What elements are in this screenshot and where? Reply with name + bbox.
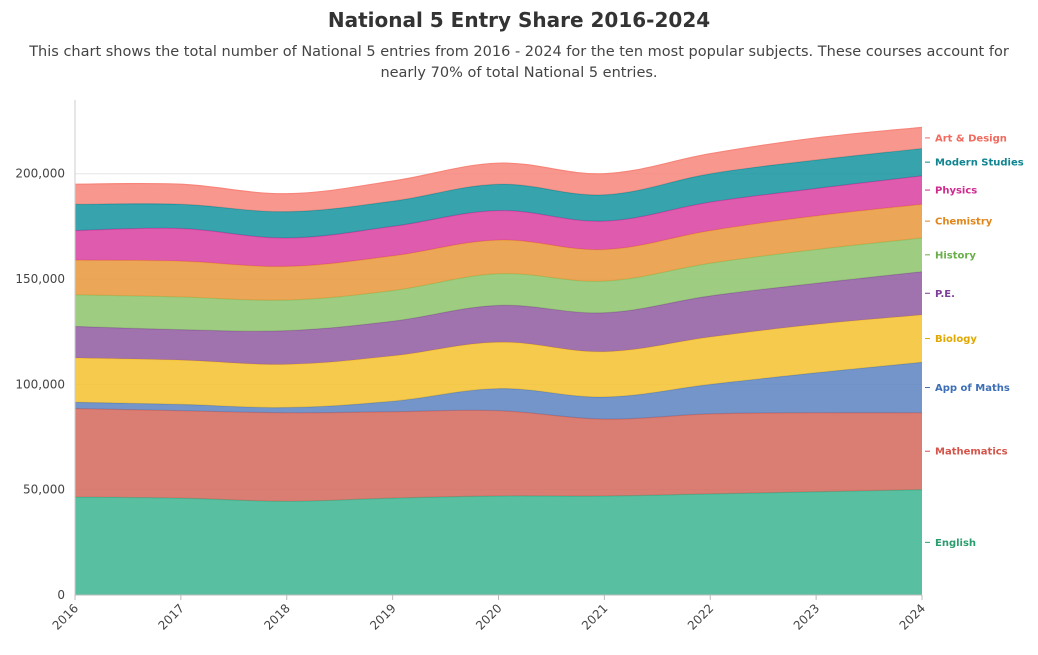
series-label-modern-studies: Modern Studies xyxy=(935,158,1024,169)
chart-subtitle: This chart shows the total number of Nat… xyxy=(29,44,1009,81)
series-label-p-e: P.E. xyxy=(935,289,955,300)
y-tick-label: 150,000 xyxy=(15,272,65,286)
area-chemistry xyxy=(75,204,922,301)
area-mathematics xyxy=(75,408,922,502)
area-series xyxy=(74,126,923,595)
series-label-physics: Physics xyxy=(935,186,977,197)
series-label-app-of-maths: App of Maths xyxy=(935,383,1010,394)
area-p-e xyxy=(75,271,922,365)
y-tick-label: 200,000 xyxy=(15,167,65,181)
area-modern-studies xyxy=(75,148,922,238)
series-label-mathematics: Mathematics xyxy=(935,447,1008,458)
y-tick-label: 0 xyxy=(57,588,65,602)
area-english xyxy=(75,489,922,595)
chart-title: National 5 Entry Share 2016-2024 xyxy=(327,8,711,32)
y-tick-label: 100,000 xyxy=(15,377,65,391)
area-history xyxy=(75,237,922,332)
x-tick-label: 2016 xyxy=(50,601,81,632)
series-label-english: English xyxy=(935,538,976,549)
series-label-history: History xyxy=(935,250,976,261)
area-edge-history xyxy=(74,237,923,301)
series-label-art-and-design: Art & Design xyxy=(935,133,1007,144)
series-labels: English Mathematics App of Maths Biology P.E… xyxy=(925,133,1024,549)
area-physics xyxy=(75,175,922,267)
series-label-chemistry: Chemistry xyxy=(935,217,993,228)
x-tick-label: 2023 xyxy=(791,601,822,632)
area-biology xyxy=(75,314,922,408)
x-tick-label: 2024 xyxy=(897,601,928,632)
area-app-of-maths xyxy=(75,362,922,420)
x-tick-label: 2022 xyxy=(685,601,716,632)
x-tick-label: 2021 xyxy=(579,601,610,632)
x-tick-label: 2020 xyxy=(473,601,504,632)
x-tick-label: 2017 xyxy=(155,601,186,632)
area-edge-art-and-design xyxy=(74,126,923,195)
x-tick-label: 2019 xyxy=(367,601,398,632)
area-art-and-design xyxy=(75,127,922,212)
y-tick-label: 50,000 xyxy=(23,483,65,497)
x-tick-label: 2018 xyxy=(261,601,292,632)
series-label-biology: Biology xyxy=(935,334,977,345)
